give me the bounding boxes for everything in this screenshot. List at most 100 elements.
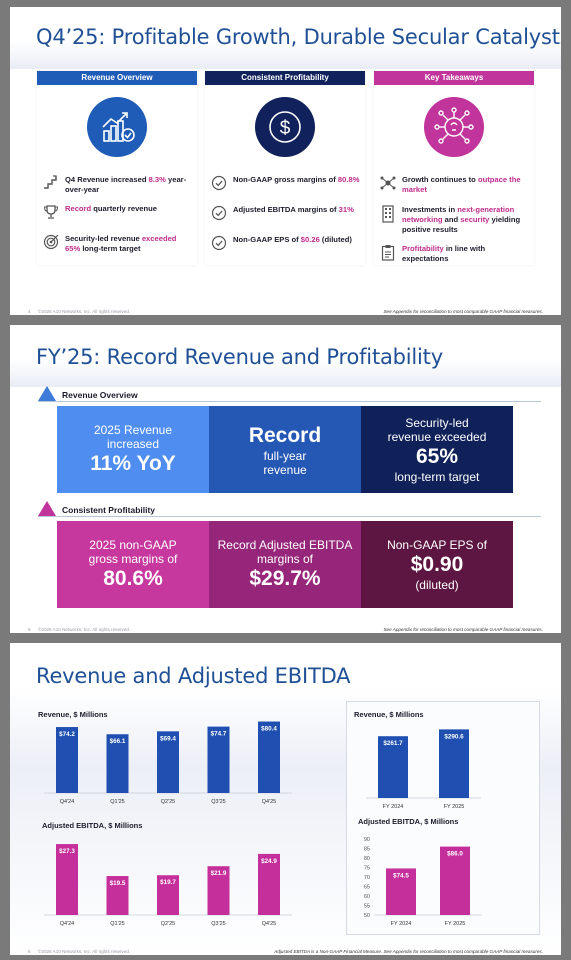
footnote: Adjusted EBITDA is a Non-GAAP Financial … — [274, 949, 543, 954]
data-label: $261.7 — [383, 740, 403, 747]
bar — [56, 727, 78, 793]
item-list: Q4 Revenue increased 8.3% year-over-year… — [43, 175, 193, 264]
x-tick-label: FY 2025 — [444, 804, 465, 810]
page-number: 5 — [28, 627, 31, 632]
lightbulb-network-icon — [424, 97, 484, 157]
text-fragment: long-term target — [80, 244, 141, 253]
slide-title: FY’25: Record Revenue and Profitability — [36, 345, 443, 369]
text-fragment: Adjusted EBITDA margins of — [233, 205, 339, 214]
highlight-text: next-generation networking — [402, 205, 515, 224]
section-label: Consistent Profitability — [62, 505, 156, 515]
y-tick-label: 85 — [364, 847, 370, 853]
data-label: $27.3 — [59, 848, 75, 855]
column-revenue-overview: Revenue Overview Q4 Revenue increased 8.… — [37, 71, 197, 265]
text-fragment: and — [442, 215, 461, 224]
section-divider — [38, 401, 541, 402]
metric-box: Record Adjusted EBITDA margins of $29.7% — [209, 521, 361, 608]
building-icon — [380, 205, 398, 228]
text-fragment: Non-GAAP EPS of — [233, 235, 301, 244]
metric-caption: 2025 Revenue — [93, 422, 173, 437]
triangle-marker-icon — [38, 386, 56, 401]
text-fragment: yielding positive results — [402, 215, 521, 234]
chart-title: Revenue, $ Millions — [38, 710, 108, 719]
target-icon — [43, 234, 61, 255]
bar — [157, 731, 179, 793]
y-tick-label: 90 — [364, 837, 370, 843]
highlight-text: 80.8% — [337, 175, 360, 184]
y-tick-label: 70 — [364, 875, 370, 881]
bar — [258, 853, 280, 915]
metric-caption: Security-led — [405, 415, 469, 430]
bar — [207, 866, 230, 915]
metric-value: 11% YoY — [90, 451, 176, 475]
text-fragment: quarterly revenue — [91, 204, 158, 213]
metric-caption: (diluted) — [415, 577, 459, 592]
text-fragment: Growth continues to — [402, 175, 478, 184]
y-tick-label: 80 — [364, 856, 370, 862]
check-circle-icon — [211, 175, 229, 196]
highlight-text: $0.26 — [300, 235, 320, 244]
data-label: $24.9 — [261, 858, 277, 865]
x-tick-label: Q4'25 — [262, 921, 277, 927]
x-tick-label: Q4'25 — [262, 799, 277, 805]
data-label: $21.9 — [211, 870, 227, 877]
item-text: Adjusted EBITDA margins of 31% — [233, 205, 354, 215]
metric-caption: Record Adjusted EBITDA — [217, 537, 353, 552]
metric-caption: Non-GAAP EPS of — [387, 537, 487, 552]
bar — [157, 875, 179, 915]
list-item: Non-GAAP gross margins of 80.8% — [211, 175, 361, 196]
slide-title: Revenue and Adjusted EBITDA — [36, 664, 351, 688]
column-header: Consistent Profitability — [205, 71, 365, 85]
y-tick-label: 65 — [364, 885, 370, 891]
data-label: $86.0 — [447, 851, 463, 858]
data-label: $19.7 — [160, 879, 176, 886]
metric-caption: 2025 non-GAAP — [89, 537, 177, 552]
metric-value: $0.90 — [410, 552, 464, 576]
metric-value: Record — [248, 423, 322, 447]
data-label: $74.7 — [211, 731, 227, 738]
chart-title: Revenue, $ Millions — [354, 710, 424, 719]
item-text: Non-GAAP EPS of $0.26 (diluted) — [233, 235, 352, 245]
footnote: See Appendix for reconciliation to most … — [383, 627, 543, 632]
metric-caption: margins of — [256, 551, 314, 566]
data-label: $290.6 — [444, 733, 464, 740]
trophy-icon — [43, 204, 61, 225]
section-divider — [38, 516, 541, 517]
x-tick-label: FY 2024 — [391, 921, 412, 927]
x-tick-label: Q2'25 — [161, 799, 176, 805]
list-item: Q4 Revenue increased 8.3% year-over-year — [43, 175, 193, 195]
metric-caption: increased — [106, 436, 160, 451]
highlight-text: Record — [65, 204, 92, 213]
footnote: See Appendix for reconciliation to most … — [383, 309, 543, 314]
clipboard-icon — [380, 244, 398, 266]
section-label: Revenue Overview — [62, 390, 138, 400]
data-label: $19.5 — [110, 880, 126, 887]
item-list: Non-GAAP gross margins of 80.8% Adjusted … — [211, 175, 361, 265]
list-item: Security-led revenue exceeded 65% long-t… — [43, 234, 193, 255]
bar — [56, 844, 78, 915]
text-fragment: Investments in — [402, 205, 458, 214]
metric-box: Record full-year revenue — [209, 406, 361, 493]
slide-fy25-record: FY’25: Record Revenue and Profitability … — [10, 325, 561, 633]
highlight-text: outpace the market — [402, 175, 521, 194]
data-label: $80.4 — [261, 726, 277, 733]
y-tick-label: 60 — [364, 894, 370, 900]
slide-q4-highlights: Q4’25: Profitable Growth, Durable Secula… — [10, 7, 561, 315]
list-item: Growth continues to outpace the market — [380, 175, 530, 196]
stairs-icon — [43, 175, 61, 194]
list-item: Profitability in line with expectations — [380, 244, 530, 266]
dollar-coin-icon: $ — [255, 97, 315, 157]
list-item: Non-GAAP EPS of $0.26 (diluted) — [211, 235, 361, 256]
item-text: Profitability in line with expectations — [402, 244, 530, 264]
triangle-marker-icon — [38, 501, 56, 516]
metric-caption: full-year — [263, 448, 307, 463]
metric-box: Security-led revenue exceeded 65% long-term… — [361, 406, 513, 493]
data-label: $69.4 — [160, 735, 176, 742]
item-text: Security-led revenue exceeded 65% long-t… — [65, 234, 193, 254]
title-band — [10, 325, 561, 387]
metric-value: $29.7% — [249, 566, 321, 590]
copyright: ©2026 A10 Networks, Inc. All rights rese… — [38, 627, 131, 632]
list-item: Record quarterly revenue — [43, 204, 193, 225]
bar — [440, 846, 470, 915]
svg-text:$: $ — [280, 118, 291, 139]
